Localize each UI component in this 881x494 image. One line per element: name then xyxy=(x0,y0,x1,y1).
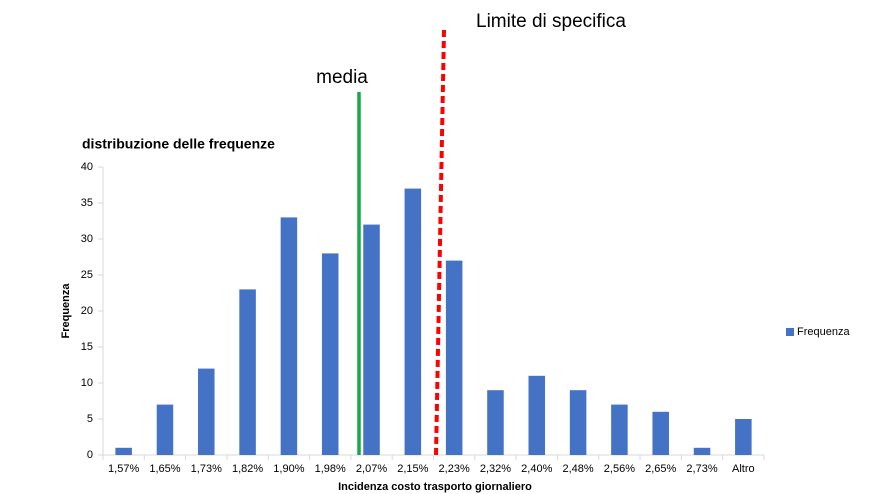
x-tick-label: 1,73% xyxy=(191,463,222,475)
x-tick-label: 1,82% xyxy=(232,463,263,475)
x-tick-label: 1,90% xyxy=(273,463,304,475)
x-tick-label: 2,48% xyxy=(562,463,593,475)
x-tick-label: 2,32% xyxy=(480,463,511,475)
bar xyxy=(487,390,504,455)
bar xyxy=(445,260,463,455)
bar xyxy=(652,411,669,455)
y-axis-label: Frequenza xyxy=(60,283,72,339)
y-tick-label: 20 xyxy=(81,305,93,317)
x-axis-label: Incidenza costo trasporto giornaliero xyxy=(338,481,532,493)
bar xyxy=(404,188,422,455)
legend-label: Frequenza xyxy=(797,326,850,338)
x-tick-label: Altro xyxy=(732,463,755,475)
y-tick-label: 10 xyxy=(81,377,93,389)
bar xyxy=(115,447,132,455)
x-tick-label: 2,15% xyxy=(397,463,428,475)
y-tick-label: 5 xyxy=(87,413,93,425)
x-tick-label: 2,40% xyxy=(521,463,552,475)
bar xyxy=(198,368,215,455)
x-tick-label: 2,23% xyxy=(439,463,470,475)
annotation-line xyxy=(434,29,446,456)
y-tick-label: 40 xyxy=(81,161,93,173)
x-tick-label: 1,98% xyxy=(315,463,346,475)
bar xyxy=(693,447,711,455)
bar xyxy=(156,404,174,455)
annotation-label: Limite di specifica xyxy=(476,11,626,32)
y-tick-label: 0 xyxy=(87,449,93,461)
x-tick-label: 2,73% xyxy=(686,463,717,475)
bar xyxy=(528,375,546,455)
bar xyxy=(280,217,298,455)
y-tick-label: 25 xyxy=(81,269,93,281)
bar xyxy=(569,390,587,455)
bar xyxy=(735,419,752,455)
y-tick-label: 35 xyxy=(81,197,93,209)
bar xyxy=(321,253,339,455)
bar xyxy=(239,289,256,455)
annotation-label: media xyxy=(316,67,368,88)
chart-title: distribuzione delle frequenze xyxy=(82,136,275,152)
x-tick-label: 1,65% xyxy=(149,463,180,475)
x-tick-label: 2,56% xyxy=(604,463,635,475)
x-tick-label: 1,57% xyxy=(108,463,139,475)
x-tick-label: 2,07% xyxy=(356,463,387,475)
legend-swatch xyxy=(786,328,794,336)
bar xyxy=(363,224,380,455)
y-tick-label: 30 xyxy=(81,233,93,245)
x-tick-label: 2,65% xyxy=(645,463,676,475)
y-tick-label: 15 xyxy=(81,341,93,353)
bar xyxy=(611,404,628,455)
